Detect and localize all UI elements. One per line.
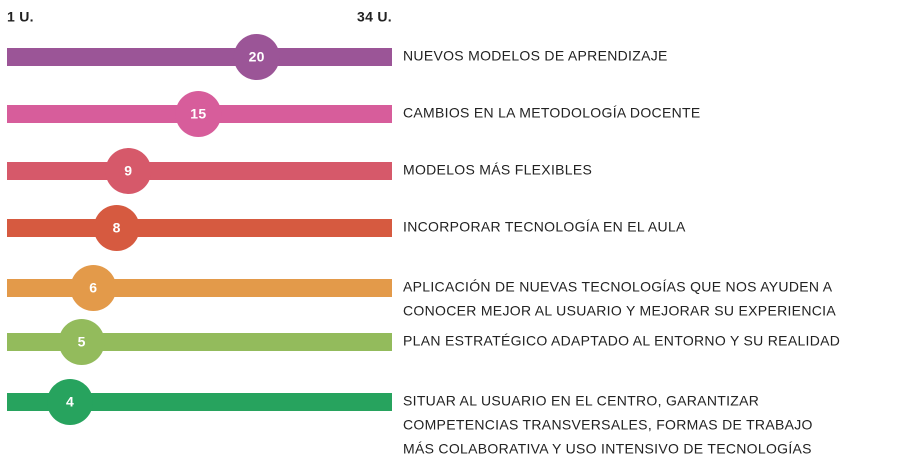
x-tick-label: 34 U.	[357, 9, 392, 25]
track	[7, 48, 392, 66]
category-label: PLAN ESTRATÉGICO ADAPTADO AL ENTORNO Y S…	[403, 333, 840, 349]
category-label: NUEVOS MODELOS DE APRENDIZAJE	[403, 48, 668, 64]
value-label: 15	[190, 106, 206, 122]
dot	[233, 34, 280, 80]
track	[7, 393, 392, 411]
category-label: APLICACIÓN DE NUEVAS TECNOLOGÍAS QUE NOS…	[403, 279, 833, 295]
category-label: SITUAR AL USUARIO EN EL CENTRO, GARANTIZ…	[403, 393, 759, 409]
dot	[70, 265, 117, 311]
dot	[58, 319, 105, 365]
dot	[93, 205, 140, 251]
value-label: 4	[66, 394, 74, 410]
value-label: 9	[124, 163, 132, 179]
track	[7, 279, 392, 297]
value-label: 6	[89, 280, 97, 296]
dot	[47, 379, 93, 425]
dot	[175, 91, 222, 137]
category-label: CONOCER MEJOR AL USUARIO Y MEJORAR SU EX…	[403, 303, 836, 319]
category-label: MODELOS MÁS FLEXIBLES	[403, 162, 592, 178]
category-label: INCORPORAR TECNOLOGÍA EN EL AULA	[403, 219, 686, 235]
x-tick-label: 1 U.	[7, 9, 34, 25]
category-label: MÁS COLABORATIVA Y USO INTENSIVO DE TECN…	[403, 441, 812, 455]
dot	[105, 148, 152, 194]
value-label: 8	[113, 220, 121, 236]
category-label: CAMBIOS EN LA METODOLOGÍA DOCENTE	[403, 105, 700, 121]
value-label: 20	[249, 49, 265, 65]
category-label: COMPETENCIAS TRANSVERSALES, FORMAS DE TR…	[403, 417, 813, 433]
track	[7, 219, 392, 237]
track	[7, 162, 392, 180]
value-label: 5	[78, 334, 86, 350]
